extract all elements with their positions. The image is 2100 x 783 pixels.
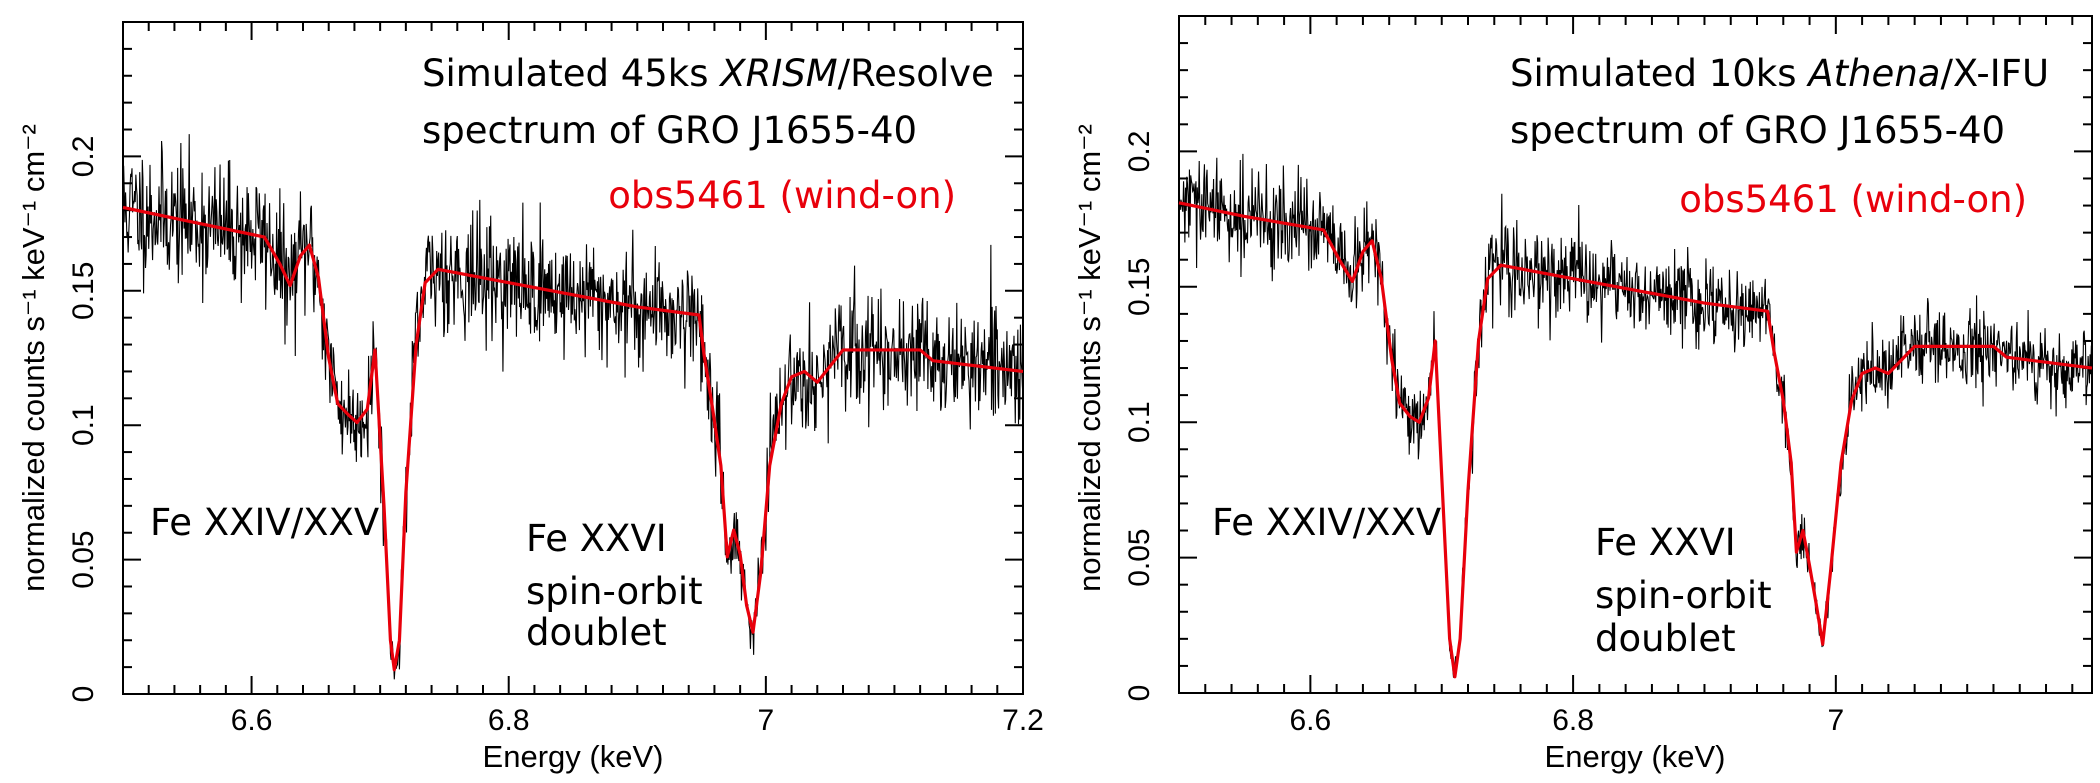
annotation-fe24-25: Fe XXIV/XXV <box>150 501 379 544</box>
y-tick-label: 0.15 <box>67 262 100 320</box>
plot-frame <box>1178 15 2093 694</box>
y-tick-label: 0.1 <box>1123 401 1156 443</box>
chart-title-line1: Simulated 45ks XRISM/Resolve <box>422 52 994 95</box>
y-tick-label: 0.05 <box>1123 528 1156 586</box>
right-panel: 6.6 6.8 7 0 0.05 0.1 0.15 0.2 Energy (ke… <box>1072 15 2093 774</box>
y-tick-label: 0.2 <box>67 136 100 178</box>
y-tick-label: 0.15 <box>1123 258 1156 316</box>
x-tick-label: 6.6 <box>231 704 273 737</box>
y-tick-label: 0.05 <box>67 530 100 588</box>
title-instrument: XRISM <box>718 52 837 95</box>
y-tick-labels: 0 0.05 0.1 0.15 0.2 <box>1123 131 1156 702</box>
annotation-fe24-25: Fe XXIV/XXV <box>1212 501 1441 544</box>
chart-title-line1: Simulated 10ks Athena/X-IFU <box>1510 52 2049 95</box>
y-tick-label: 0.2 <box>1123 131 1156 173</box>
observation-label: obs5461 (wind-on) <box>1679 178 2027 221</box>
y-axis-label: normalized counts s⁻¹ keV⁻¹ cm⁻² <box>1072 124 1107 592</box>
spectrum-layer <box>122 134 1024 680</box>
y-tick-label: 0 <box>1123 685 1156 702</box>
plot-frame <box>122 21 1024 695</box>
x-tick-labels: 6.6 6.8 7 <box>1290 704 1845 737</box>
x-axis-label: Energy (keV) <box>1545 739 1726 774</box>
model-curve <box>122 205 1024 672</box>
title-suffix: /X-IFU <box>1940 52 2049 95</box>
annotation-fe26: Fe XXVI <box>1595 521 1736 564</box>
x-tick-label: 6.6 <box>1290 704 1332 737</box>
y-tick-label: 0 <box>67 686 100 703</box>
tick-marks <box>122 21 1024 695</box>
y-tick-labels: 0 0.05 0.1 0.15 0.2 <box>67 136 100 703</box>
annotation-fe26: spin-orbit <box>1595 574 1772 617</box>
x-tick-label: 7 <box>758 704 775 737</box>
left-panel: 6.6 6.8 7 7.2 0 0.05 0.1 0.15 0.2 Energy… <box>16 21 1044 774</box>
title-prefix: Simulated 45ks <box>422 52 720 95</box>
title-prefix: Simulated 10ks <box>1510 52 1808 95</box>
annotation-fe26: Fe XXVI <box>526 517 667 560</box>
model-curve <box>1178 201 2093 679</box>
chart-title-line2: spectrum of GRO J1655-40 <box>422 109 917 152</box>
chart-title-line2: spectrum of GRO J1655-40 <box>1510 109 2005 152</box>
annotation-fe26: spin-orbit <box>526 570 703 613</box>
x-tick-label: 7 <box>1827 704 1844 737</box>
spectrum-layer <box>1178 153 2093 679</box>
annotation-fe26: doublet <box>1595 617 1736 660</box>
title-suffix: /Resolve <box>838 52 994 95</box>
x-tick-labels: 6.6 6.8 7 7.2 <box>231 704 1044 737</box>
observation-label: obs5461 (wind-on) <box>608 174 956 217</box>
x-tick-label: 7.2 <box>1002 704 1044 737</box>
x-axis-label: Energy (keV) <box>483 739 664 774</box>
y-tick-label: 0.1 <box>67 404 100 446</box>
y-axis-label: normalized counts s⁻¹ keV⁻¹ cm⁻² <box>16 124 51 592</box>
x-tick-label: 6.8 <box>488 704 530 737</box>
annotation-fe26: doublet <box>526 611 667 654</box>
x-tick-label: 6.8 <box>1552 704 1594 737</box>
title-instrument: Athena <box>1806 52 1940 95</box>
